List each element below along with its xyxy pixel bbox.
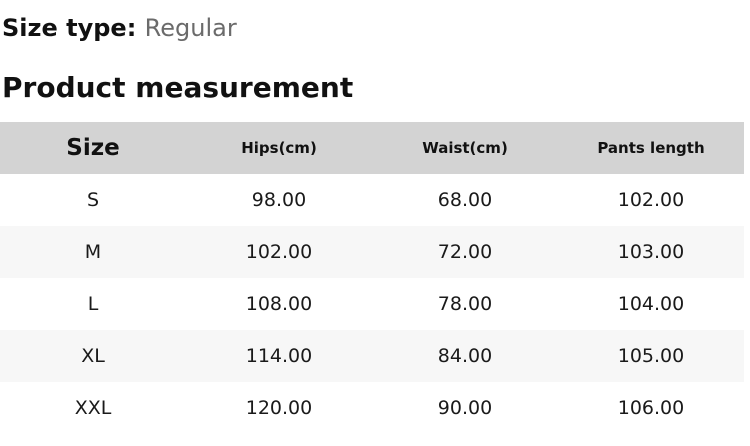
table-cell-waist: 68.00 <box>437 189 493 211</box>
table-cell-size: S <box>86 189 100 211</box>
table-cell-size: XXL <box>74 397 112 419</box>
header-row: Size Hips(cm) Waist(cm) Pants length <box>0 122 744 174</box>
size-type-value: Regular <box>144 14 237 42</box>
table-cell-waist: 90.00 <box>437 397 493 419</box>
product-measurement-title: Product measurement <box>2 71 354 104</box>
table-row: M 102.00 72.00 103.00 <box>0 226 744 278</box>
table-cell-waist: 78.00 <box>437 293 493 315</box>
table-cell-hips: 120.00 <box>245 397 313 419</box>
measurement-table-body: S 98.00 68.00 102.00 M 102.00 72.00 103.00 L 108.… <box>0 174 744 434</box>
table-row: XL 114.00 84.00 105.00 <box>0 330 744 382</box>
table-cell-hips: 102.00 <box>245 241 313 263</box>
table-cell-pants_length: 106.00 <box>617 397 685 419</box>
table-row: XXL 120.00 90.00 106.00 <box>0 382 744 434</box>
table-cell-hips: 114.00 <box>245 345 313 367</box>
size-type-heading: Size type: Regular <box>2 12 750 45</box>
table-cell-hips: 98.00 <box>251 189 307 211</box>
table-cell-pants_length: 105.00 <box>617 345 685 367</box>
measurement-table: Size Hips(cm) Waist(cm) Pants length S 98… <box>0 122 744 434</box>
table-row: L 108.00 78.00 104.00 <box>0 278 744 330</box>
column-header-size: Size <box>66 135 120 161</box>
table-row: S 98.00 68.00 102.00 <box>0 174 744 226</box>
column-header-hips: Hips(cm) <box>241 139 317 157</box>
measurement-table-header: Size Hips(cm) Waist(cm) Pants length <box>0 122 744 174</box>
table-cell-size: M <box>84 241 102 263</box>
table-cell-pants_length: 104.00 <box>617 293 685 315</box>
table-cell-pants_length: 102.00 <box>617 189 685 211</box>
table-cell-waist: 72.00 <box>437 241 493 263</box>
size-type-label: Size type: <box>2 14 137 42</box>
table-cell-size: XL <box>81 345 105 367</box>
table-cell-pants_length: 103.00 <box>617 241 685 263</box>
table-cell-waist: 84.00 <box>437 345 493 367</box>
table-cell-size: L <box>87 293 99 315</box>
column-header-pants-length: Pants length <box>597 139 705 157</box>
table-cell-hips: 108.00 <box>245 293 313 315</box>
column-header-waist: Waist(cm) <box>422 139 508 157</box>
